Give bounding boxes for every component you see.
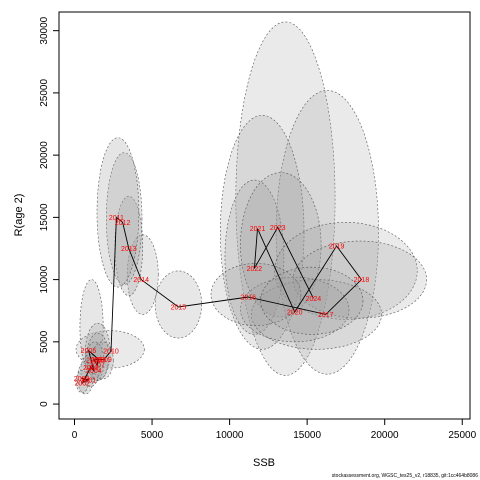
- x-tick-label: 5000: [141, 430, 164, 441]
- year-label: 2022: [247, 266, 263, 273]
- trajectory: [81, 216, 362, 384]
- year-label: 2020: [287, 309, 303, 316]
- confidence-ellipses: [75, 21, 427, 395]
- x-tick-label: 10000: [216, 430, 244, 441]
- confidence-ellipse: [219, 115, 305, 350]
- year-label: 2004: [86, 368, 102, 375]
- year-label: 2002: [74, 380, 90, 387]
- y-axis-title: R(age 2): [13, 194, 25, 237]
- trajectory-line: [81, 216, 362, 384]
- year-label: 2007: [89, 362, 105, 369]
- y-tick-label: 5000: [39, 330, 50, 353]
- confidence-ellipse: [275, 90, 379, 375]
- year-label: 2009: [96, 357, 112, 364]
- year-label: 2018: [354, 277, 370, 284]
- year-label: 2015: [171, 304, 187, 311]
- y-tick-label: 30000: [39, 16, 50, 44]
- y-axis: 0 5000 10000 15000 20000 25000 30000: [39, 16, 59, 407]
- confidence-ellipse: [210, 263, 302, 326]
- year-label: 2005: [81, 348, 97, 355]
- confidence-ellipse: [292, 240, 427, 319]
- x-tick-label: 15000: [293, 430, 321, 441]
- confidence-ellipse: [224, 179, 285, 335]
- year-label: 2023: [270, 225, 286, 232]
- year-label: 2006: [91, 357, 107, 364]
- year-label: 2012: [115, 220, 131, 227]
- plot-frame: [58, 11, 471, 420]
- year-label: 2019: [329, 243, 345, 250]
- confidence-ellipse: [75, 370, 89, 394]
- year-label: 2000: [74, 376, 90, 383]
- confidence-ellipse: [154, 270, 202, 339]
- x-tick-label: 25000: [448, 430, 476, 441]
- confidence-ellipse: [96, 137, 140, 288]
- y-tick-label: 10000: [39, 265, 50, 293]
- confidence-ellipse: [240, 276, 350, 343]
- year-label: 2003: [83, 365, 99, 372]
- x-axis-title: SSB: [253, 457, 275, 469]
- year-label: 2008: [86, 357, 102, 364]
- confidence-ellipse: [260, 266, 364, 335]
- year-label: 2016: [240, 295, 256, 302]
- year-label: 2014: [133, 277, 149, 284]
- year-label: 2011: [109, 215, 124, 222]
- x-axis: 0 5000 10000 15000 20000 25000: [72, 419, 477, 441]
- confidence-ellipse: [274, 222, 418, 320]
- confidence-ellipse: [91, 341, 114, 380]
- y-tick-label: 0: [39, 401, 50, 407]
- year-label: 2001: [81, 377, 97, 384]
- year-label: 2010: [103, 349, 119, 356]
- year-label: 2017: [318, 312, 334, 319]
- x-tick-label: 20000: [371, 430, 399, 441]
- y-tick-label: 20000: [39, 141, 50, 169]
- year-label: 2013: [121, 246, 137, 253]
- source-footnote: stockassessment.org, WGSC_tes25_v2, r188…: [331, 473, 478, 479]
- x-tick-label: 0: [72, 430, 78, 441]
- confidence-ellipse: [126, 234, 159, 315]
- confidence-ellipse: [75, 330, 145, 369]
- confidence-ellipse: [80, 353, 100, 387]
- y-tick-label: 15000: [39, 203, 50, 231]
- year-label: 2024: [306, 296, 322, 303]
- year-label: 2021: [250, 226, 266, 233]
- y-tick-label: 25000: [39, 79, 50, 107]
